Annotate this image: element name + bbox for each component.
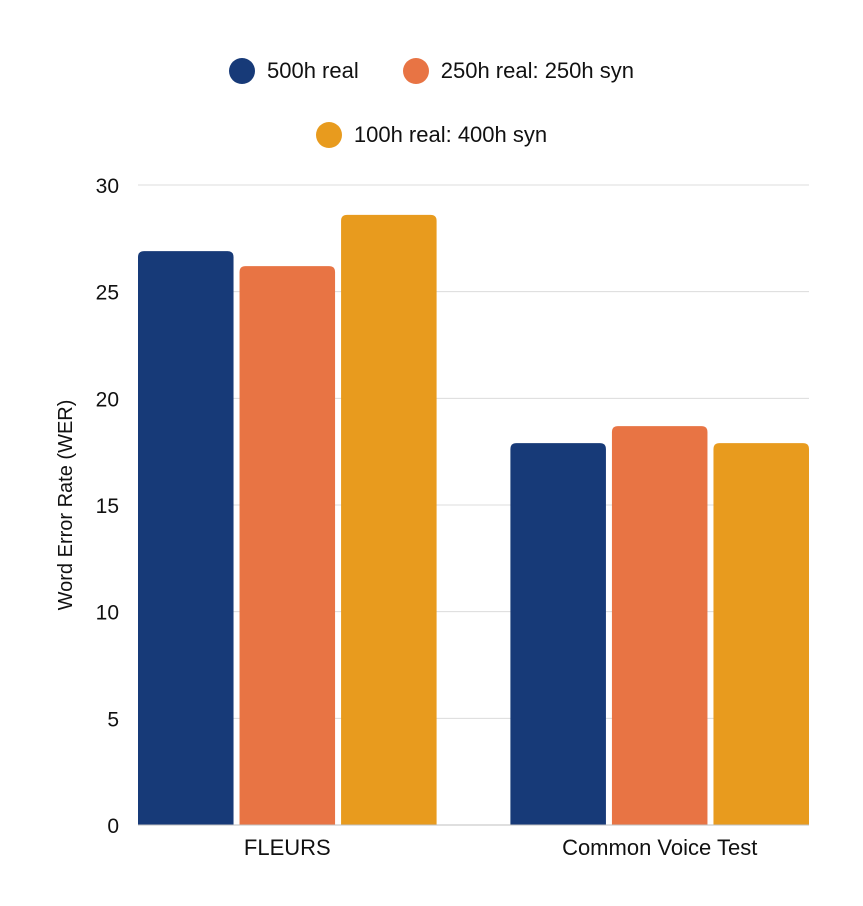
x-category-labels: FLEURS Common Voice Test: [244, 835, 757, 860]
legend-label: 100h real: 400h syn: [353, 122, 548, 147]
bars: [138, 214, 809, 826]
legend-label: 500h real: [266, 58, 359, 83]
bar-500h-real-fleurs[interactable]: [138, 251, 234, 826]
legend-swatch-500h-real: [228, 58, 255, 84]
y-tick-label: 5: [107, 708, 119, 731]
bar-100h-real-400h-syn-common-voice-test[interactable]: [713, 443, 809, 825]
legend-item-500h-real[interactable]: 500h real: [228, 58, 359, 84]
y-tick-label: 0: [107, 815, 119, 838]
y-tick-label: 30: [96, 175, 119, 198]
x-category-label: Common Voice Test: [562, 835, 757, 860]
legend-swatch-100h-real-400h-syn: [315, 122, 342, 148]
y-tick-label: 20: [96, 388, 119, 411]
legend-row-2: 100h real: 400h syn: [0, 122, 863, 148]
bar-100h-real-400h-syn-fleurs[interactable]: [341, 214, 437, 825]
legend-label: 250h real: 250h syn: [440, 58, 634, 83]
legend-item-100h-real-400h-syn[interactable]: 100h real: 400h syn: [315, 122, 548, 148]
bar-250h-real-250h-syn-common-voice-test[interactable]: [611, 426, 708, 825]
y-tick-label: 25: [96, 282, 119, 305]
x-category-label: FLEURS: [244, 835, 331, 860]
bar-250h-real-250h-syn-fleurs[interactable]: [239, 266, 336, 826]
y-tick-label: 10: [96, 602, 119, 625]
y-tick-label: 15: [96, 495, 119, 518]
gridlines: [138, 184, 809, 719]
y-tick-labels: 0 5 10 15 20 25 30: [96, 175, 119, 838]
legend-row-1: 500h real 250h real: 250h syn: [0, 58, 863, 84]
y-axis-title: Word Error Rate (WER): [55, 400, 77, 611]
bar-500h-real-common-voice-test[interactable]: [510, 443, 606, 825]
legend-item-250h-real-250h-syn[interactable]: 250h real: 250h syn: [402, 58, 634, 84]
legend-swatch-250h-real-250h-syn: [402, 58, 429, 84]
